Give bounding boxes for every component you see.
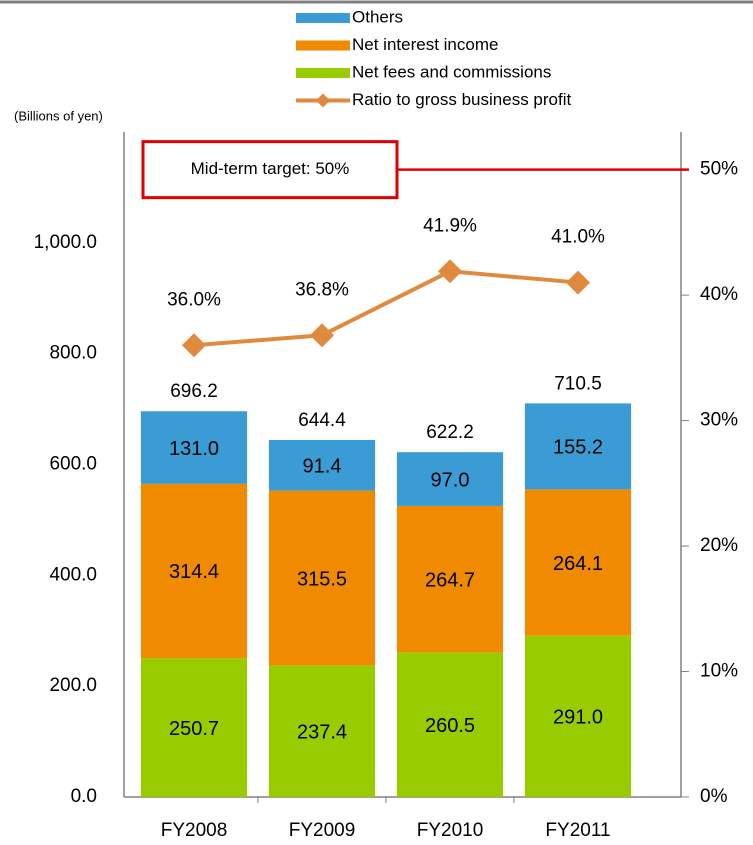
segment-label: 291.0 <box>553 707 603 729</box>
bar-segment <box>396 652 504 797</box>
y2-tick-label: 30% <box>700 410 738 431</box>
ratio-marker <box>566 270 590 295</box>
ratio-marker <box>182 333 206 358</box>
y-tick-label: 600.0 <box>49 454 97 475</box>
legend-swatch <box>296 13 350 23</box>
bar-segment <box>140 483 248 659</box>
legend-swatch <box>296 68 350 78</box>
ratio-marker <box>438 259 462 284</box>
y-tick-label: 400.0 <box>49 564 97 585</box>
total-label: 622.2 <box>426 422 474 443</box>
bar-segment <box>524 635 632 797</box>
legend-label: Net interest income <box>352 35 498 54</box>
bar-segment <box>140 658 248 797</box>
bar-segment <box>524 489 632 636</box>
y2-tick-label: 20% <box>700 535 738 556</box>
ratio-label: 36.8% <box>295 279 349 300</box>
x-tick-label: FY2009 <box>289 820 356 841</box>
annotation-text: Mid-term target: 50% <box>191 159 350 178</box>
y-tick-label: 200.0 <box>49 675 97 696</box>
bar-segment <box>524 403 632 490</box>
segment-label: 260.5 <box>425 715 475 737</box>
segment-label: 264.1 <box>553 553 603 575</box>
total-label: 696.2 <box>170 381 218 402</box>
ratio-label: 36.0% <box>167 289 221 310</box>
ratio-label: 41.0% <box>551 227 605 248</box>
segment-label: 264.7 <box>425 570 475 592</box>
bar-segment <box>140 411 248 484</box>
legend-label: Net fees and commissions <box>352 62 551 81</box>
bar-segment <box>268 665 376 797</box>
ratio-label: 41.9% <box>423 215 477 236</box>
annotation-box <box>141 140 399 200</box>
segment-label: 315.5 <box>297 568 347 590</box>
legend-marker <box>316 93 330 108</box>
ratio-line <box>193 269 579 348</box>
segment-label: 314.4 <box>169 561 219 583</box>
total-label: 644.4 <box>298 410 346 431</box>
y2-tick-label: 10% <box>700 661 738 682</box>
bar-segment <box>396 452 504 506</box>
y2-tick-label: 0% <box>700 786 728 807</box>
segment-label: 97.0 <box>431 469 470 491</box>
x-tick-label: FY2010 <box>417 820 484 841</box>
y-tick-label: 800.0 <box>49 343 97 364</box>
y-tick-label: 0.0 <box>71 786 97 807</box>
segment-label: 250.7 <box>169 718 219 740</box>
segment-label: 155.2 <box>553 437 603 459</box>
segment-label: 237.4 <box>297 722 347 744</box>
bar-segment <box>268 439 376 491</box>
x-tick-label: FY2008 <box>161 820 228 841</box>
bar-segment <box>268 490 376 666</box>
y-axis-title: (Billions of yen) <box>14 108 103 123</box>
y2-tick-label: 40% <box>700 284 738 305</box>
y-tick-label: 1,000.0 <box>34 232 97 253</box>
legend-label: Ratio to gross business profit <box>352 90 571 109</box>
total-label: 710.5 <box>554 373 602 394</box>
bar-segment <box>396 505 504 653</box>
y2-tick-label: 50% <box>700 159 738 180</box>
segment-label: 131.0 <box>169 438 219 460</box>
ratio-marker <box>310 323 334 348</box>
segment-label: 91.4 <box>303 456 342 478</box>
x-tick-label: FY2011 <box>545 820 610 841</box>
legend-swatch <box>296 40 350 51</box>
legend-label: Others <box>352 7 403 26</box>
